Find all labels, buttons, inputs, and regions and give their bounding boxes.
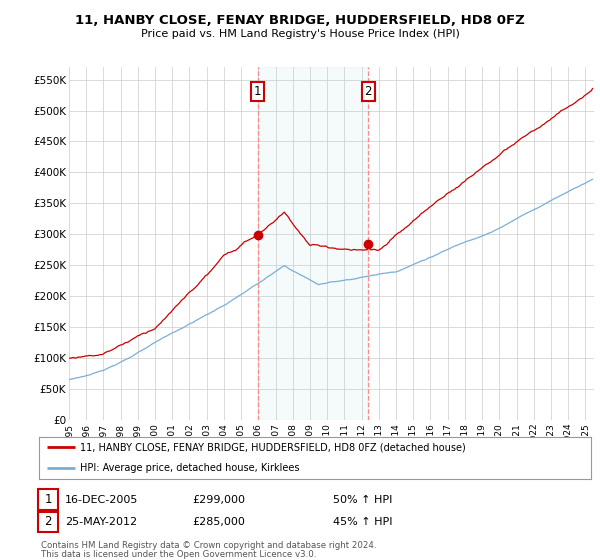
Bar [257, 67, 368, 420]
Text: 1: 1 [254, 85, 262, 99]
Text: Contains HM Land Registry data © Crown copyright and database right 2024.: Contains HM Land Registry data © Crown c… [41, 541, 376, 550]
Text: 11, HANBY CLOSE, FENAY BRIDGE, HUDDERSFIELD, HD8 0FZ: 11, HANBY CLOSE, FENAY BRIDGE, HUDDERSFI… [75, 14, 525, 27]
Text: 50% ↑ HPI: 50% ↑ HPI [333, 494, 392, 505]
Text: 2: 2 [365, 85, 372, 99]
Text: Price paid vs. HM Land Registry's House Price Index (HPI): Price paid vs. HM Land Registry's House … [140, 29, 460, 39]
Text: HPI: Average price, detached house, Kirklees: HPI: Average price, detached house, Kirk… [80, 463, 300, 473]
Text: This data is licensed under the Open Government Licence v3.0.: This data is licensed under the Open Gov… [41, 550, 316, 559]
Text: 1: 1 [44, 493, 52, 506]
Text: 45% ↑ HPI: 45% ↑ HPI [333, 517, 392, 527]
Text: 16-DEC-2005: 16-DEC-2005 [65, 494, 138, 505]
Text: 25-MAY-2012: 25-MAY-2012 [65, 517, 137, 527]
Text: £285,000: £285,000 [192, 517, 245, 527]
Text: 11, HANBY CLOSE, FENAY BRIDGE, HUDDERSFIELD, HD8 0FZ (detached house): 11, HANBY CLOSE, FENAY BRIDGE, HUDDERSFI… [80, 442, 466, 452]
Text: 2: 2 [44, 515, 52, 529]
Text: £299,000: £299,000 [192, 494, 245, 505]
